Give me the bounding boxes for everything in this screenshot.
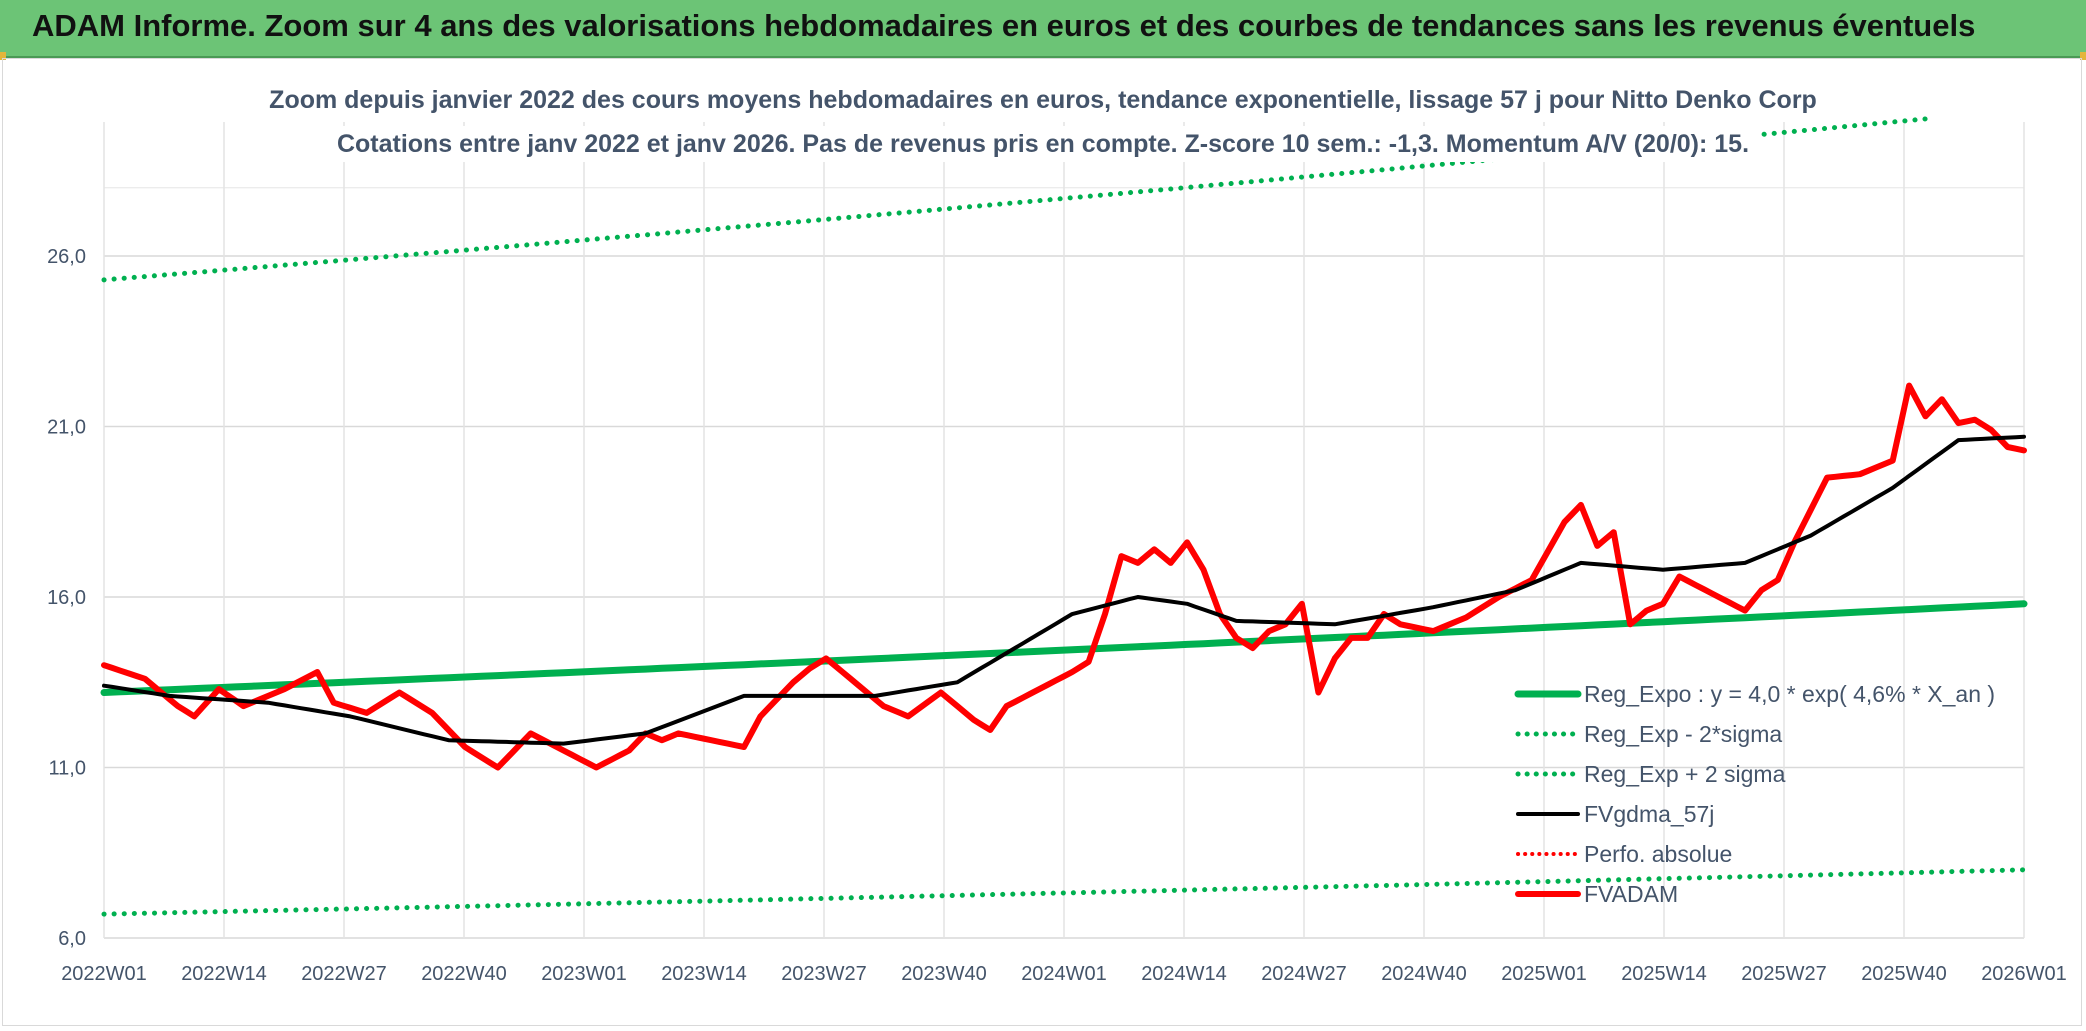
banner-corner-left bbox=[0, 52, 6, 60]
y-tick-label: 26,0 bbox=[47, 246, 86, 268]
series-reg-expo bbox=[100, 600, 2028, 696]
chart-subtitle: Cotations entre janv 2022 et janv 2026. … bbox=[337, 130, 1749, 158]
x-tick-label: 2025W14 bbox=[1621, 963, 1707, 985]
legend-label: Reg_Exp - 2*sigma bbox=[1584, 721, 1782, 747]
series-fvgdma bbox=[102, 434, 2026, 746]
legend-label: FVADAM bbox=[1584, 881, 1678, 907]
x-tick-label: 2023W40 bbox=[901, 963, 987, 985]
y-tick-label: 6,0 bbox=[58, 928, 86, 950]
x-tick-label: 2023W27 bbox=[781, 963, 867, 985]
report-title: ADAM Informe. Zoom sur 4 ans des valoris… bbox=[32, 8, 1976, 43]
chart-legend: Reg_Expo : y = 4,0 * exp( 4,6% * X_an ) R… bbox=[1514, 681, 1995, 907]
chart-frame bbox=[2, 58, 2082, 1026]
x-tick-label: 2025W40 bbox=[1861, 963, 1947, 985]
y-tick-label: 16,0 bbox=[47, 587, 86, 609]
x-tick-label: 2023W14 bbox=[661, 963, 747, 985]
x-tick-label: 2024W14 bbox=[1141, 963, 1227, 985]
x-tick-label: 2022W01 bbox=[61, 963, 147, 985]
banner-corner-right bbox=[2080, 52, 2086, 60]
series-layer bbox=[100, 116, 2028, 917]
legend-label: Perfo. absolue bbox=[1584, 841, 1732, 867]
chart-title: Zoom depuis janvier 2022 des cours moyen… bbox=[269, 86, 1817, 114]
y-axis-ticks: 6,0 11,0 16,0 21,0 26,0 bbox=[47, 246, 86, 950]
series-lower-band bbox=[101, 867, 2027, 917]
x-tick-label: 2022W40 bbox=[421, 963, 507, 985]
series-fvadam bbox=[101, 382, 2027, 771]
y-tick-label: 21,0 bbox=[47, 417, 86, 439]
legend-label: Reg_Expo : y = 4,0 * exp( 4,6% * X_an ) bbox=[1584, 681, 1995, 707]
x-tick-label: 2024W27 bbox=[1261, 963, 1347, 985]
x-tick-label: 2024W40 bbox=[1381, 963, 1467, 985]
legend-label: Reg_Exp + 2 sigma bbox=[1584, 761, 1786, 787]
x-tick-label: 2025W01 bbox=[1501, 963, 1587, 985]
x-tick-label: 2026W01 bbox=[1981, 963, 2067, 985]
subtitle-backdrop bbox=[324, 126, 1762, 162]
y-tick-label: 11,0 bbox=[49, 758, 86, 780]
x-tick-label: 2024W01 bbox=[1021, 963, 1107, 985]
x-tick-label: 2025W27 bbox=[1741, 963, 1827, 985]
grid-lines bbox=[103, 122, 2025, 939]
x-tick-label: 2022W14 bbox=[181, 963, 267, 985]
x-tick-label: 2022W27 bbox=[301, 963, 387, 985]
legend-label: FVgdma_57j bbox=[1584, 801, 1714, 827]
x-tick-label: 2023W01 bbox=[541, 963, 627, 985]
x-axis-ticks: 2022W01 2022W14 2022W27 2022W40 2023W01 2023W… bbox=[61, 963, 2067, 985]
report-banner: ADAM Informe. Zoom sur 4 ans des valoris… bbox=[0, 0, 2086, 58]
